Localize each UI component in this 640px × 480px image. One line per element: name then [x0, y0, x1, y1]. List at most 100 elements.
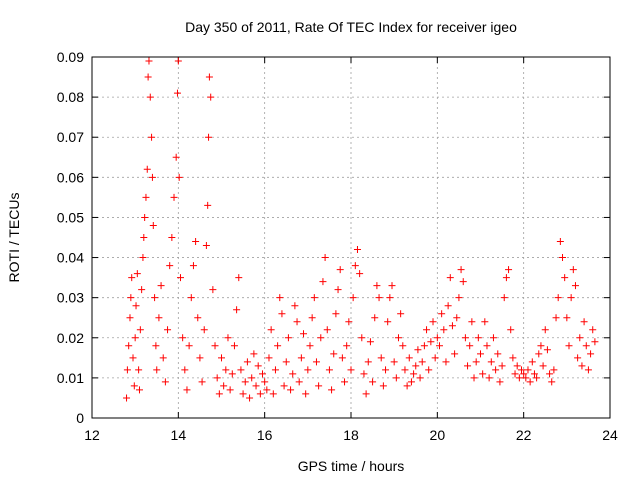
data-point — [194, 314, 202, 322]
data-point — [211, 342, 219, 350]
data-point — [149, 221, 157, 229]
data-point — [237, 366, 245, 374]
data-point — [392, 374, 400, 382]
data-point — [509, 354, 517, 362]
data-point — [556, 238, 564, 246]
data-point — [477, 350, 484, 358]
data-point — [446, 274, 454, 282]
data-point — [132, 302, 140, 310]
data-point — [569, 266, 577, 274]
data-point — [567, 294, 575, 302]
y-tick-label: 0.01 — [57, 370, 84, 386]
data-point — [330, 350, 338, 358]
data-point — [351, 262, 359, 270]
data-point — [153, 366, 161, 374]
data-point — [233, 306, 241, 314]
x-tick-label: 16 — [257, 427, 273, 443]
data-point — [561, 274, 569, 282]
data-point — [347, 366, 355, 374]
data-point — [332, 310, 340, 318]
x-tick-label: 18 — [343, 427, 359, 443]
data-point — [502, 274, 510, 282]
data-point — [145, 57, 153, 65]
data-point — [192, 238, 200, 246]
data-point — [175, 173, 183, 181]
data-point — [173, 89, 181, 97]
data-point — [358, 334, 366, 342]
data-point — [239, 390, 247, 398]
data-point — [259, 370, 267, 378]
data-point — [198, 378, 206, 386]
data-point — [399, 342, 407, 350]
data-point — [420, 342, 428, 350]
data-point — [300, 330, 308, 338]
data-point — [166, 262, 174, 270]
data-point — [530, 370, 538, 378]
data-point — [466, 342, 474, 350]
data-point — [511, 370, 519, 378]
data-point — [155, 314, 163, 322]
data-point — [131, 334, 139, 342]
data-point — [306, 342, 314, 350]
y-tick-label: 0 — [76, 410, 84, 426]
data-point — [496, 378, 504, 386]
data-point — [289, 370, 297, 378]
data-point — [135, 366, 143, 374]
data-point — [133, 270, 141, 278]
data-point — [379, 382, 387, 390]
data-point — [468, 318, 476, 326]
data-point — [341, 378, 349, 386]
data-point — [397, 310, 405, 318]
data-point — [304, 366, 312, 374]
data-point — [520, 370, 528, 378]
data-point — [451, 350, 459, 358]
data-point — [220, 382, 228, 390]
data-point — [507, 326, 515, 334]
data-point — [128, 274, 136, 282]
data-point — [213, 374, 221, 382]
data-point — [269, 390, 277, 398]
data-point — [412, 362, 420, 370]
data-point — [172, 153, 180, 161]
data-point — [338, 354, 346, 362]
data-point — [263, 386, 271, 394]
data-point — [164, 326, 172, 334]
data-point — [246, 394, 254, 402]
data-point — [230, 342, 238, 350]
data-point — [336, 266, 344, 274]
data-point — [533, 374, 541, 382]
data-point — [315, 382, 323, 390]
data-point — [226, 386, 234, 394]
data-point — [148, 173, 156, 181]
data-point — [143, 165, 151, 173]
data-point — [498, 362, 506, 370]
data-point — [552, 314, 560, 322]
data-point — [334, 286, 342, 294]
data-point — [224, 334, 232, 342]
data-point — [537, 342, 545, 350]
data-point — [559, 254, 567, 262]
data-point — [204, 201, 212, 209]
y-tick-label: 0.05 — [57, 209, 84, 225]
data-point — [356, 270, 364, 278]
y-tick-label: 0.08 — [57, 89, 84, 105]
data-point — [328, 386, 336, 394]
data-point — [433, 334, 441, 342]
data-point — [123, 366, 131, 374]
data-point — [141, 213, 149, 221]
data-point — [455, 294, 463, 302]
data-point — [200, 326, 208, 334]
data-point — [343, 342, 351, 350]
data-point — [151, 294, 159, 302]
data-point — [535, 350, 543, 358]
data-points — [123, 57, 599, 402]
data-point — [138, 286, 146, 294]
x-tick-labels: 12 14 16 18 20 22 24 — [84, 427, 618, 443]
data-point — [401, 366, 409, 374]
x-tick-label: 22 — [516, 427, 532, 443]
data-point — [130, 382, 138, 390]
data-point — [267, 326, 275, 334]
grid — [92, 57, 610, 418]
data-point — [580, 318, 588, 326]
data-point — [345, 318, 353, 326]
